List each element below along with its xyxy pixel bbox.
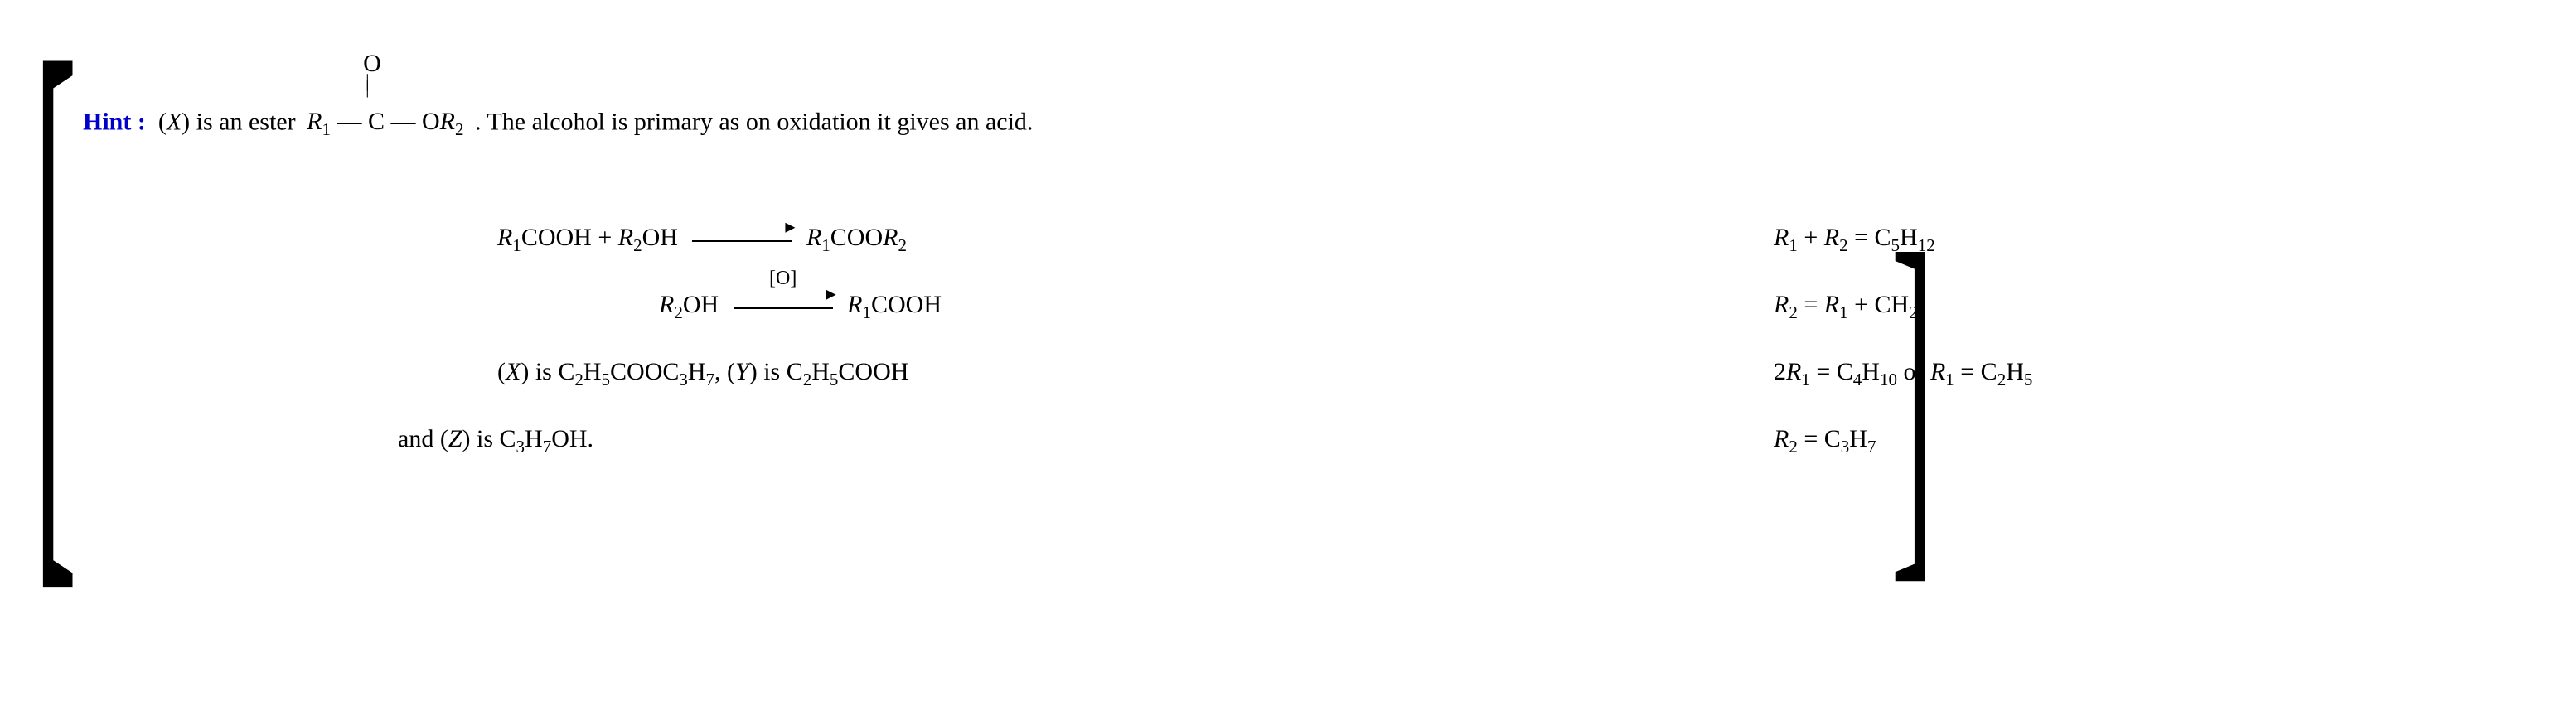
ester-R1: R bbox=[307, 108, 322, 135]
equation-1: R1COOH + R2OH ▸ R1COOR2 bbox=[497, 224, 942, 256]
eq2-R2: R bbox=[659, 291, 674, 318]
eq2-rhs-COOH: COOH bbox=[871, 291, 942, 318]
ester-double-bond: || bbox=[366, 78, 369, 91]
eq1-R1: R bbox=[497, 224, 512, 251]
eq2-OH: OH bbox=[683, 291, 719, 318]
eq1-R2: R bbox=[618, 224, 633, 251]
eq1-rhs-R2sub: 2 bbox=[898, 235, 907, 255]
ester-R2-sub: 2 bbox=[455, 119, 464, 139]
eq2-R2sub: 2 bbox=[674, 302, 683, 322]
ester-bond2: — bbox=[390, 108, 415, 135]
eq1-R2sub: 2 bbox=[633, 235, 642, 255]
eq2-rhs-R1: R bbox=[847, 291, 862, 318]
equation-4: and (Z) is C3H7OH. bbox=[398, 425, 942, 457]
eq1-rhs-mid: COO bbox=[830, 224, 883, 251]
ester-structure: O || R1 — C — OR2 bbox=[307, 108, 463, 140]
equation-2: R2OH [O] ▸ R1COOH bbox=[497, 291, 942, 323]
eq1-R1sub: 1 bbox=[512, 235, 521, 255]
eq1-rhs-R2: R bbox=[883, 224, 898, 251]
ester-C: C bbox=[368, 108, 385, 135]
line1-text-2: . The alcohol is primary as on oxidation… bbox=[475, 108, 1033, 135]
eq2-arrow-label: [O] bbox=[725, 268, 841, 290]
right-eq-4: R2 = C3H7 ] bbox=[1774, 425, 2032, 457]
eq1-OH: OH bbox=[642, 224, 678, 251]
ester-bond1: — bbox=[337, 108, 361, 135]
hint-block: [ Hint : (X) is an ester O || R1 — C — O… bbox=[33, 33, 2543, 668]
hint-label: Hint : bbox=[83, 108, 146, 135]
eq2-rhs-R1sub: 1 bbox=[863, 302, 872, 322]
ester-R2: R bbox=[440, 108, 455, 135]
equation-3: (X) is C2H5COOC3H7, (Y) is C2H5COOH bbox=[497, 358, 942, 390]
equations-left-column: R1COOH + R2OH ▸ R1COOR2 R2OH [O] ▸ R1COO… bbox=[497, 224, 942, 492]
eq1-rhs-R1sub: 1 bbox=[821, 235, 830, 255]
eq2-arrow: [O] ▸ bbox=[725, 292, 841, 321]
line-1: Hint : (X) is an ester O || R1 — C — OR2… bbox=[83, 108, 1033, 140]
ester-R1-sub: 1 bbox=[322, 119, 331, 139]
eq1-COOH: COOH + bbox=[521, 224, 618, 251]
ester-O2: O bbox=[422, 108, 440, 135]
line1-text-1: (X) is an ester bbox=[152, 108, 302, 135]
left-bracket: [ bbox=[33, 33, 77, 542]
right-bracket: ] bbox=[1891, 165, 1934, 625]
eq1-rhs-R1: R bbox=[806, 224, 821, 251]
eq1-arrow: ▸ bbox=[684, 225, 800, 254]
equations-right-column: R1 + R2 = C5H12 R2 = R1 + CH2 2R1 = C4H1… bbox=[1774, 224, 2032, 492]
